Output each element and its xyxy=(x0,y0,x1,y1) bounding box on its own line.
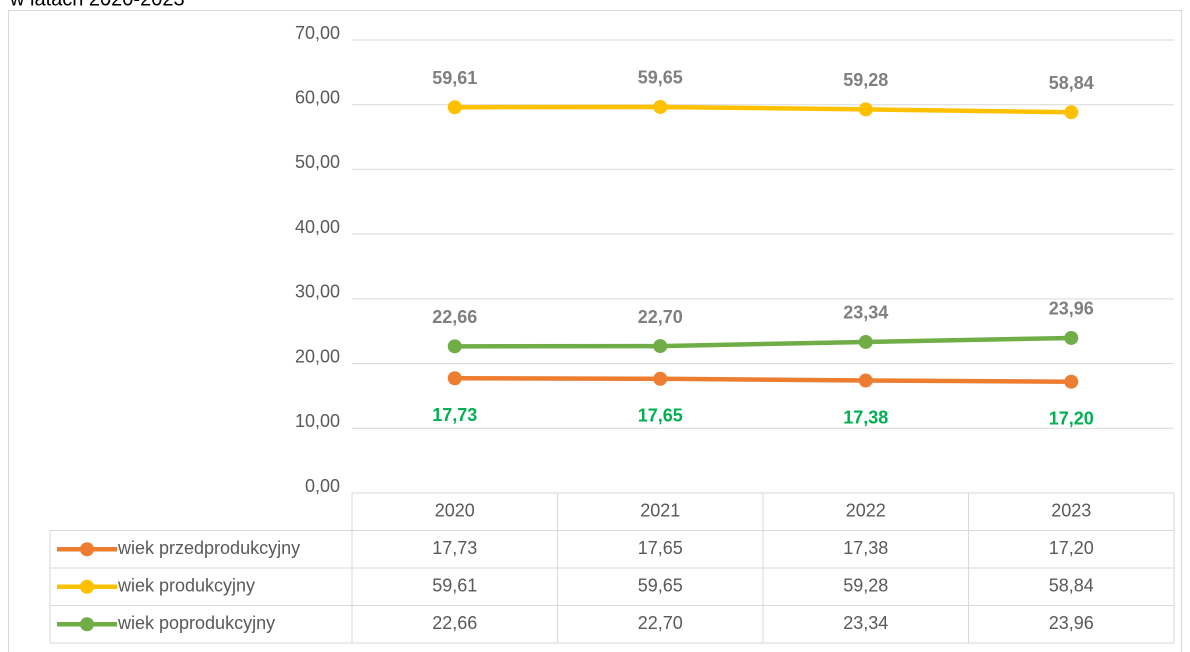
x-tick-label: 2023 xyxy=(1051,501,1091,521)
table-cell: 23,34 xyxy=(843,613,888,633)
point xyxy=(447,339,462,354)
data-label: 17,73 xyxy=(432,405,477,425)
legend-label: wiek produkcyjny xyxy=(117,576,255,596)
legend-marker xyxy=(80,542,94,557)
data-label: 23,34 xyxy=(843,303,888,323)
data-label: 17,65 xyxy=(638,406,683,426)
legend-marker xyxy=(80,617,94,632)
point xyxy=(447,371,462,386)
data-label: 58,84 xyxy=(1049,73,1094,93)
y-tick-label: 10,00 xyxy=(295,411,340,431)
data-label: 59,61 xyxy=(432,68,477,88)
y-tick-label: 20,00 xyxy=(295,346,340,366)
data-label: 23,96 xyxy=(1049,299,1094,319)
point xyxy=(1064,105,1079,120)
chart-title: w latach 2020-2023 xyxy=(9,0,185,10)
y-tick-label: 60,00 xyxy=(295,87,340,107)
table-cell: 22,70 xyxy=(638,613,683,633)
data-label: 59,65 xyxy=(638,68,683,88)
y-tick-label: 30,00 xyxy=(295,282,340,302)
point xyxy=(858,373,873,388)
point xyxy=(653,99,668,114)
table-cell: 59,61 xyxy=(432,576,477,596)
data-label: 17,20 xyxy=(1049,408,1094,428)
legend-marker xyxy=(80,579,94,594)
table-cell: 17,73 xyxy=(432,538,477,558)
point xyxy=(447,100,462,115)
point xyxy=(858,102,873,117)
point xyxy=(858,334,873,349)
data-label: 59,28 xyxy=(843,70,888,90)
table-cell: 22,66 xyxy=(432,613,477,633)
point xyxy=(1064,374,1079,389)
x-tick-label: 2022 xyxy=(846,501,886,521)
data-label: 17,38 xyxy=(843,407,888,427)
table-cell: 17,65 xyxy=(638,538,683,558)
table-cell: 23,96 xyxy=(1049,613,1094,633)
y-tick-label: 70,00 xyxy=(295,23,340,43)
point xyxy=(1064,330,1079,345)
y-tick-label: 50,00 xyxy=(295,152,340,172)
y-tick-label: 0,00 xyxy=(305,476,340,496)
table-cell: 17,20 xyxy=(1049,538,1094,558)
y-tick-label: 40,00 xyxy=(295,217,340,237)
point xyxy=(653,371,668,386)
series-line xyxy=(454,335,1072,349)
series-line xyxy=(454,376,1072,384)
data-label: 22,66 xyxy=(432,307,477,327)
legend-label: wiek poprodukcyjny xyxy=(117,613,275,633)
table-cell: 59,28 xyxy=(843,576,888,596)
table-cell: 17,38 xyxy=(843,538,888,558)
x-tick-label: 2020 xyxy=(435,501,475,521)
point xyxy=(653,339,668,354)
table-cell: 59,65 xyxy=(638,576,683,596)
data-label: 22,70 xyxy=(638,307,683,327)
series-line xyxy=(454,104,1072,115)
x-tick-label: 2021 xyxy=(640,501,680,521)
legend-label: wiek przedprodukcyjny xyxy=(117,538,300,558)
table-cell: 58,84 xyxy=(1049,576,1094,596)
chart-border xyxy=(8,10,1182,652)
